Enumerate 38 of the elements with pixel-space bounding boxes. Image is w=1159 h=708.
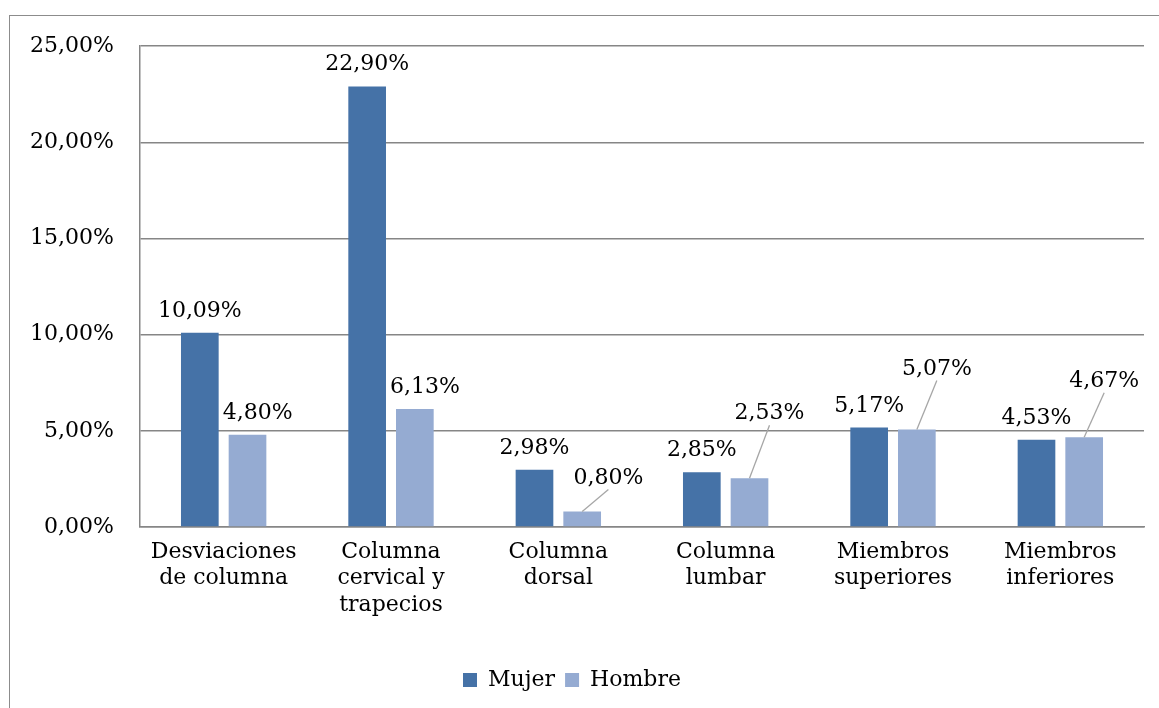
y-tick-label: 15,00% (30, 224, 114, 250)
legend-label: Hombre (590, 665, 681, 691)
bar (730, 478, 769, 527)
data-label: 4,67% (1069, 366, 1140, 392)
bar (850, 427, 888, 527)
x-tick-label: Columna dorsal (508, 537, 609, 590)
bar (898, 429, 936, 527)
y-tick-label: 10,00% (30, 320, 114, 346)
y-tick-label: 0,00% (44, 512, 114, 538)
data-label: 10,09% (157, 296, 242, 322)
data-label: 4,80% (222, 398, 293, 424)
data-label: 5,17% (834, 391, 905, 417)
bar (228, 434, 267, 527)
data-label: 6,13% (389, 373, 460, 399)
x-tick-label: Miembros inferiores (1004, 537, 1117, 590)
data-label: 2,98% (499, 433, 570, 459)
y-tick-label: 5,00% (44, 416, 114, 442)
y-tick-label: 20,00% (30, 127, 114, 153)
data-label: 2,85% (666, 436, 737, 462)
y-tick-label: 25,00% (30, 31, 114, 57)
bar (1065, 437, 1104, 527)
bar (563, 511, 602, 527)
data-label: 2,53% (734, 399, 805, 425)
data-label: 0,80% (573, 463, 644, 489)
x-tick-label: Columna lumbar (675, 537, 776, 590)
x-tick-label: Desviaciones de columna (150, 537, 297, 590)
data-label: 22,90% (325, 50, 410, 76)
bar (1017, 439, 1056, 527)
bar (515, 469, 554, 527)
x-tick-label: Columna cervical y trapecios (337, 537, 446, 616)
bar (180, 332, 219, 527)
bar (348, 86, 386, 527)
bar (682, 472, 721, 527)
data-label: 5,07% (901, 354, 972, 380)
x-tick-label: Miembros superiores (833, 537, 953, 590)
data-label: 4,53% (1001, 403, 1072, 429)
bar (396, 409, 434, 527)
legend-label: Mujer (488, 665, 556, 691)
